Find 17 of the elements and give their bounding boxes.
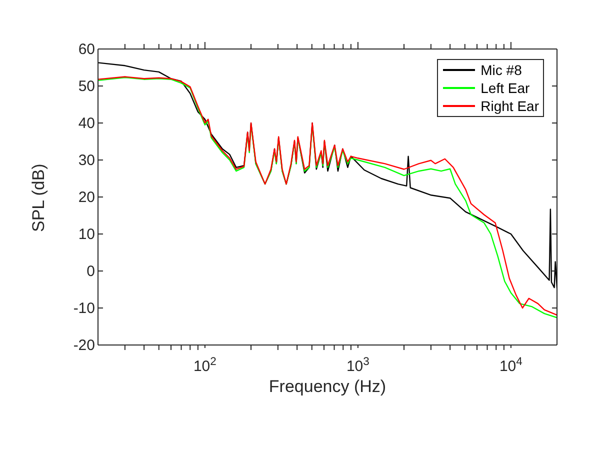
x-axis-title: Frequency (Hz) [268,377,386,396]
y-tick-label: 50 [78,78,95,95]
y-tick-label: -20 [73,337,95,354]
y-tick-label: 60 [78,41,95,58]
y-tick-label: 30 [78,152,95,169]
y-axis-title: SPL (dB) [29,164,48,232]
legend-label: Mic #8 [480,62,522,78]
x-tick-label: 10$^{3}$ [346,356,370,375]
y-tick-label: 0 [86,263,95,280]
legend-label: Left Ear [480,80,530,96]
y-tick-label: 10 [78,226,95,243]
y-tick-label: 20 [78,189,95,206]
y-tick-label: -10 [73,300,95,317]
x-tick-label: 10$^{2}$ [193,356,216,375]
legend-label: Right Ear [480,98,539,114]
y-tick-label: 40 [78,115,95,132]
x-tick-label: 10$^{4}$ [499,356,522,375]
